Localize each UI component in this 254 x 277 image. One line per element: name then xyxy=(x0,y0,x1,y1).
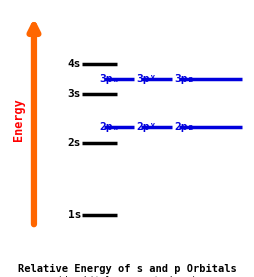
Text: Energy: Energy xyxy=(12,99,25,141)
Text: 4s: 4s xyxy=(68,59,81,69)
Text: 2pₓ: 2pₓ xyxy=(99,122,119,132)
Text: (d orbitals are not shown): (d orbitals are not shown) xyxy=(57,276,197,277)
Text: 3pʸ: 3pʸ xyxy=(137,74,157,84)
Text: Relative Energy of s and p Orbitals: Relative Energy of s and p Orbitals xyxy=(18,264,236,274)
Text: 2s: 2s xyxy=(68,138,81,148)
Text: 3pₓ: 3pₓ xyxy=(99,74,119,84)
Text: 3s: 3s xyxy=(68,89,81,99)
Text: 2p₂: 2p₂ xyxy=(174,122,195,132)
Text: 2pʸ: 2pʸ xyxy=(137,122,157,132)
Text: 3p₂: 3p₂ xyxy=(174,74,195,84)
Text: 1s: 1s xyxy=(68,211,81,220)
